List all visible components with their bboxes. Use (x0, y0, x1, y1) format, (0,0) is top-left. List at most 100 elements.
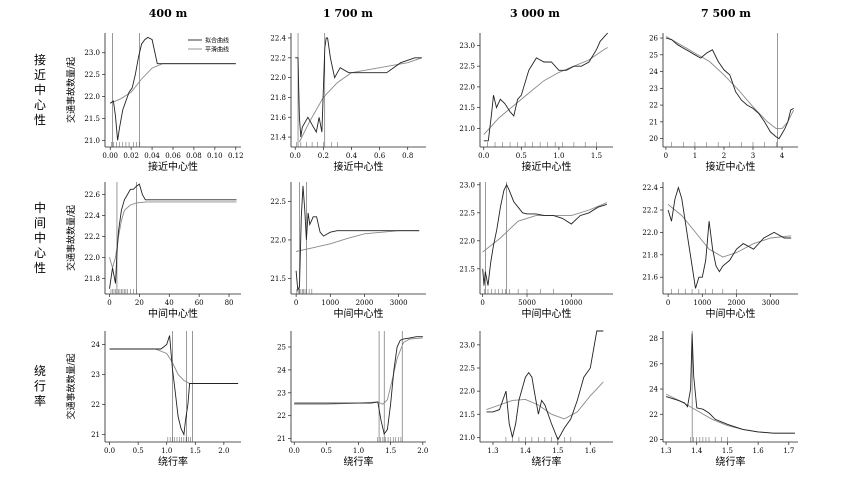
x-tick-label: 3 (751, 152, 755, 160)
x-tick-label: 0.5 (516, 152, 527, 160)
fit-curve (109, 36, 236, 141)
row-label-char: 近 (34, 68, 46, 82)
row-label-char: 中 (34, 200, 46, 215)
x-tick-label: 1.5 (385, 447, 396, 455)
x-tick-label: 0.0 (104, 447, 115, 455)
x-tick-label: 2000 (356, 299, 374, 307)
x-tick-label: 1.5 (190, 447, 201, 455)
row-label: 中间中心性 (34, 200, 46, 275)
x-tick-label: 0.0 (478, 152, 489, 160)
x-tick-label: 2 (722, 152, 726, 160)
column-header-4: 7 500 m (701, 7, 751, 20)
y-tick-label: 22 (91, 401, 100, 409)
chart-panel-2: 21.4 21.6 21.8 22.0 22.2 22.4 0.0 0.2 0.4 0.6 0.8 接… (270, 33, 426, 173)
x-tick-label: 1.0 (553, 152, 564, 160)
x-tick-label: 1000 (693, 299, 711, 307)
x-axis-label: 中间中心性 (522, 307, 572, 320)
fit-curve (665, 333, 795, 434)
chart-panel-1: 21.0 21.5 22.0 22.5 23.0 0.00 0.02 0.04 0.06 0.08… (65, 33, 244, 173)
y-tick-label: 22.4 (84, 212, 100, 220)
y-tick-label: 21 (91, 431, 100, 439)
y-tick-label: 22 (649, 102, 658, 110)
x-tick-label: 0 (107, 299, 111, 307)
y-tick-label: 23.0 (459, 181, 475, 189)
x-axis-label: 接近中心性 (522, 160, 572, 173)
y-tick-label: 22.5 (84, 71, 100, 79)
y-tick-label: 20 (649, 135, 658, 143)
x-tick-label: 0 (294, 299, 298, 307)
x-tick-label: 1000 (321, 299, 339, 307)
row-label-char: 接 (34, 52, 46, 67)
fit-curve (295, 185, 420, 292)
column-header-1: 400 m (149, 7, 188, 20)
y-tick-label: 23 (91, 371, 100, 379)
x-tick-label: 0.5 (321, 447, 332, 455)
x-axis-label: 接近中心性 (706, 160, 756, 173)
row-label-char: 绕 (34, 364, 46, 378)
x-tick-label: 0 (480, 299, 484, 307)
y-tick-label: 24 (277, 366, 286, 374)
row-label: 接近中心性 (34, 52, 46, 127)
smooth-curve (110, 63, 236, 104)
y-tick-label: 21.5 (84, 115, 100, 123)
smooth-curve (665, 393, 795, 434)
x-axis-label: 绕行率 (344, 455, 374, 468)
y-tick-label: 21.0 (84, 137, 100, 145)
x-tick-label: 1 (693, 152, 697, 160)
y-tick-label: 22.5 (459, 209, 475, 217)
row-label-char: 率 (34, 393, 46, 408)
y-tick-label: 23 (277, 389, 286, 397)
x-tick-label: 80 (225, 299, 234, 307)
y-tick-label: 23.0 (459, 341, 475, 349)
y-tick-label: 21.6 (270, 114, 286, 122)
row-label-char: 性 (34, 113, 46, 127)
row-label-char: 中 (34, 82, 46, 97)
smooth-curve (298, 57, 422, 143)
y-axis-label: 交通事故数量/起 (65, 57, 77, 123)
column-header-3: 3 000 m (510, 7, 560, 20)
fit-curve (482, 183, 607, 286)
x-tick-label: 1.5 (552, 447, 563, 455)
x-tick-label: 1.6 (753, 447, 765, 455)
smooth-curve (482, 202, 607, 253)
x-tick-label: 0.10 (207, 152, 223, 160)
y-axis-label: 交通事故数量/起 (65, 205, 77, 271)
x-tick-label: 5000 (518, 299, 536, 307)
y-tick-label: 22.2 (84, 233, 100, 241)
y-tick-label: 22.5 (459, 365, 475, 373)
column-header-2: 1 700 m (323, 7, 373, 20)
y-tick-label: 21.5 (459, 411, 475, 419)
y-tick-label: 25 (649, 51, 658, 59)
row-label-char: 心 (34, 98, 46, 112)
y-tick-label: 22.4 (270, 34, 286, 42)
y-tick-label: 22.0 (84, 93, 100, 101)
x-tick-label: 0.12 (228, 152, 244, 160)
fit-curve (486, 330, 604, 441)
smooth-curve (109, 201, 237, 270)
x-tick-label: 0.02 (123, 152, 139, 160)
x-tick-label: 20 (135, 299, 144, 307)
x-tick-label: 1.0 (353, 447, 364, 455)
y-tick-label: 21 (649, 118, 658, 126)
y-tick-label: 21.5 (459, 265, 475, 273)
chart-panel-10: 21 22 23 24 25 0.0 0.5 1.0 1.5 2.0 绕行率 (277, 331, 428, 468)
y-tick-label: 24 (91, 341, 100, 349)
y-tick-label: 24 (649, 68, 658, 76)
legend-fit-label: 拟合曲线 (205, 37, 229, 45)
x-tick-label: 3000 (390, 299, 408, 307)
fit-curve (665, 37, 794, 140)
y-tick-label: 21.8 (84, 275, 100, 283)
x-tick-label: 1.7 (783, 447, 794, 455)
y-tick-label: 21.6 (642, 274, 658, 282)
x-tick-label: 10000 (560, 299, 582, 307)
x-tick-label: 1.3 (660, 447, 671, 455)
x-tick-label: 0.00 (102, 152, 118, 160)
x-tick-label: 40 (165, 299, 174, 307)
smooth-curve (665, 36, 795, 130)
x-tick-label: 0.04 (144, 152, 160, 160)
x-axis-label: 中间中心性 (148, 307, 198, 320)
row-label-char: 心 (34, 246, 46, 260)
x-axis-label: 绕行率 (158, 455, 188, 468)
